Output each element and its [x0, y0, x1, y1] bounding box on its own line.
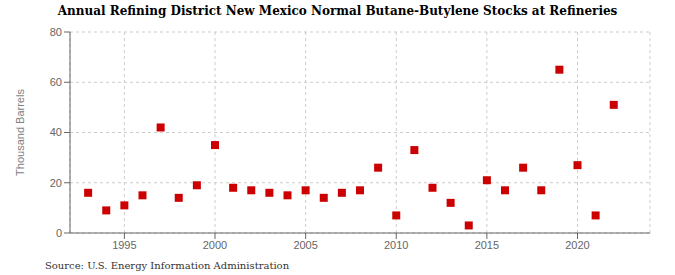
svg-text:Thousand Barrels: Thousand Barrels — [14, 89, 26, 176]
svg-text:20: 20 — [50, 177, 62, 189]
svg-text:1995: 1995 — [112, 239, 136, 251]
svg-text:2005: 2005 — [293, 239, 317, 251]
html-text:Annual Refining District New M: Annual Refining District New Mexico Norm… — [57, 4, 618, 18]
svg-text:60: 60 — [50, 76, 62, 88]
svg-text:2000: 2000 — [203, 239, 227, 251]
svg-text:80: 80 — [50, 26, 62, 38]
svg-text:2015: 2015 — [475, 239, 499, 251]
html-text:Source: U.S. Energy Informatio: Source: U.S. Energy Information Administ… — [45, 260, 290, 271]
svg-text:2010: 2010 — [384, 239, 408, 251]
svg-text:2020: 2020 — [565, 239, 589, 251]
svg-text:40: 40 — [50, 126, 62, 138]
svg-text:0: 0 — [56, 227, 62, 239]
